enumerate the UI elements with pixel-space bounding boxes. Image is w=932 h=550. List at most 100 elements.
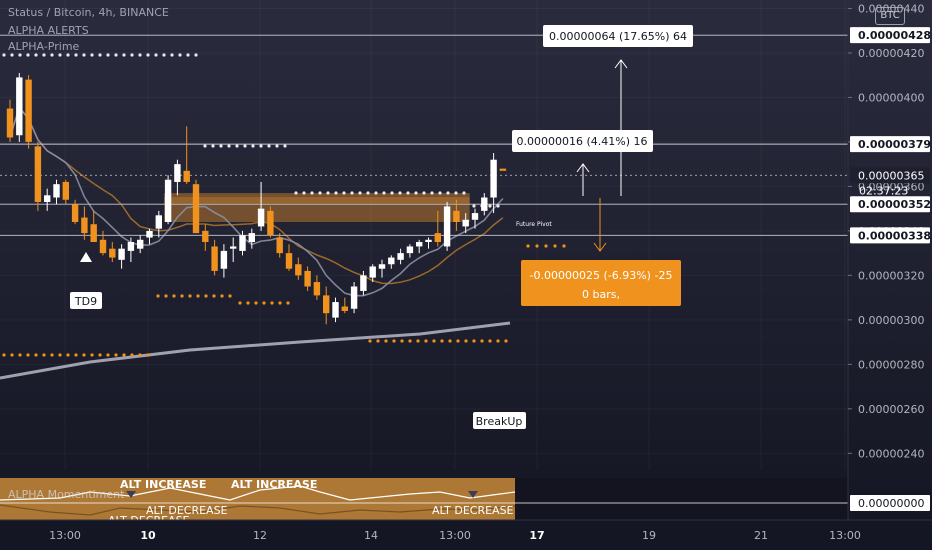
candle-up[interactable] xyxy=(425,239,432,243)
candle-down[interactable] xyxy=(304,270,311,287)
dots-alpha-prime-white xyxy=(162,53,166,57)
candle-down[interactable] xyxy=(71,204,79,222)
candle-up[interactable] xyxy=(490,159,497,198)
dots-orange-4 xyxy=(464,339,468,343)
dots-orange-2 xyxy=(278,301,282,305)
short-target-box[interactable] xyxy=(512,130,653,152)
dots-alpha-prime-white xyxy=(2,53,6,57)
candle-up[interactable] xyxy=(220,250,228,269)
dots-white-2 xyxy=(374,191,378,195)
candle-up[interactable] xyxy=(406,246,414,254)
dots-alpha-prime-white xyxy=(50,53,54,57)
candle-up[interactable] xyxy=(388,257,395,265)
candle-down[interactable] xyxy=(267,210,274,236)
dots-orange-3 xyxy=(130,353,134,357)
level-price-tag[interactable] xyxy=(850,227,930,244)
dots-orange-3 xyxy=(114,353,118,357)
subpanel-value-tag xyxy=(850,495,930,511)
candle-up[interactable] xyxy=(239,235,246,251)
candle-up[interactable] xyxy=(350,286,358,309)
candle-down[interactable] xyxy=(202,230,209,243)
currency-badge[interactable]: BTC xyxy=(875,7,905,25)
last-price-tag[interactable] xyxy=(850,167,930,184)
dots-orange-4 xyxy=(432,339,436,343)
candle-down[interactable] xyxy=(109,248,116,258)
stop-box[interactable] xyxy=(521,260,681,306)
dots-orange-3 xyxy=(26,353,30,357)
candle-down[interactable] xyxy=(285,253,293,269)
candle-down[interactable] xyxy=(99,239,107,254)
candle-down[interactable] xyxy=(276,237,283,254)
candle-up[interactable] xyxy=(137,239,144,249)
candle-down[interactable] xyxy=(62,181,69,200)
candle-up[interactable] xyxy=(16,77,23,136)
candle-down[interactable] xyxy=(453,210,460,222)
short-target-label: 0.00000016 (4.41%) 16 xyxy=(516,135,647,148)
time-axis-layer: 13:00 10 12 14 13:00 17 19 21 13:00 xyxy=(0,519,932,550)
breakup-badge[interactable] xyxy=(473,412,526,429)
candle-up[interactable] xyxy=(360,275,367,291)
dots-future-pivot xyxy=(544,244,548,248)
level-price-tag[interactable] xyxy=(850,136,930,153)
candle-up[interactable] xyxy=(462,219,469,227)
candle-down[interactable] xyxy=(34,146,42,202)
candle-up[interactable] xyxy=(248,233,255,243)
dots-white-2 xyxy=(366,191,370,195)
candle-up[interactable] xyxy=(127,242,135,251)
candle-down[interactable] xyxy=(183,170,190,182)
candle-up[interactable] xyxy=(174,164,181,182)
candle-up[interactable] xyxy=(164,179,172,222)
candle-up[interactable] xyxy=(230,246,237,249)
indicator-alpha-prime[interactable]: ALPHA-Prime xyxy=(8,40,80,53)
candle-up[interactable] xyxy=(471,213,479,220)
dots-white-1 xyxy=(283,144,287,148)
candle-up[interactable] xyxy=(443,206,451,247)
td9-badge[interactable] xyxy=(70,292,102,309)
rectangle-zone-inner xyxy=(164,197,470,204)
candle-down[interactable] xyxy=(341,306,348,311)
candle-up[interactable] xyxy=(155,215,162,229)
ma-orange xyxy=(9,105,504,285)
level-price-tag[interactable] xyxy=(850,196,930,213)
candle-down[interactable] xyxy=(25,79,32,142)
candle-up[interactable] xyxy=(397,253,404,260)
dots-orange-2 xyxy=(238,301,242,305)
dots-orange-3 xyxy=(34,353,38,357)
long-target-box[interactable] xyxy=(543,25,693,47)
candle-up[interactable] xyxy=(118,248,125,260)
candle-down[interactable] xyxy=(211,246,218,271)
candle-up[interactable] xyxy=(481,197,488,211)
candle-up[interactable] xyxy=(257,208,265,227)
candle-down[interactable] xyxy=(81,217,88,234)
candle-up[interactable] xyxy=(369,266,376,278)
dots-white-2 xyxy=(350,191,354,195)
candle-up[interactable] xyxy=(416,242,423,247)
candle-down[interactable] xyxy=(90,224,97,243)
level-price-tag[interactable] xyxy=(850,27,930,44)
candle-up[interactable] xyxy=(332,302,339,318)
candle-down[interactable] xyxy=(313,282,321,296)
candle-down[interactable] xyxy=(6,108,14,138)
candle-down[interactable] xyxy=(192,184,200,234)
dots-white-1 xyxy=(235,144,239,148)
candle-down[interactable] xyxy=(499,168,507,171)
dots-orange-1 xyxy=(188,294,192,298)
dots-alpha-prime-white xyxy=(82,53,86,57)
candle-down[interactable] xyxy=(434,233,441,243)
dots-alpha-prime-white xyxy=(170,53,174,57)
momentum-line-2 xyxy=(0,504,516,516)
candle-up[interactable] xyxy=(146,230,153,238)
dots-future-pivot xyxy=(535,244,539,248)
candle-up[interactable] xyxy=(378,264,386,269)
dots-orange-1 xyxy=(180,294,184,298)
alt-increase-label: ALT INCREASE xyxy=(231,478,317,491)
candle-down[interactable] xyxy=(295,264,302,276)
candle-down[interactable] xyxy=(323,295,330,314)
dots-white-2 xyxy=(422,191,426,195)
candle-up[interactable] xyxy=(53,184,60,198)
indicator-alpha-alerts[interactable]: ALPHA ALERTS xyxy=(8,24,89,37)
rectangle-zone[interactable] xyxy=(164,193,470,222)
candle-up[interactable] xyxy=(44,195,51,202)
